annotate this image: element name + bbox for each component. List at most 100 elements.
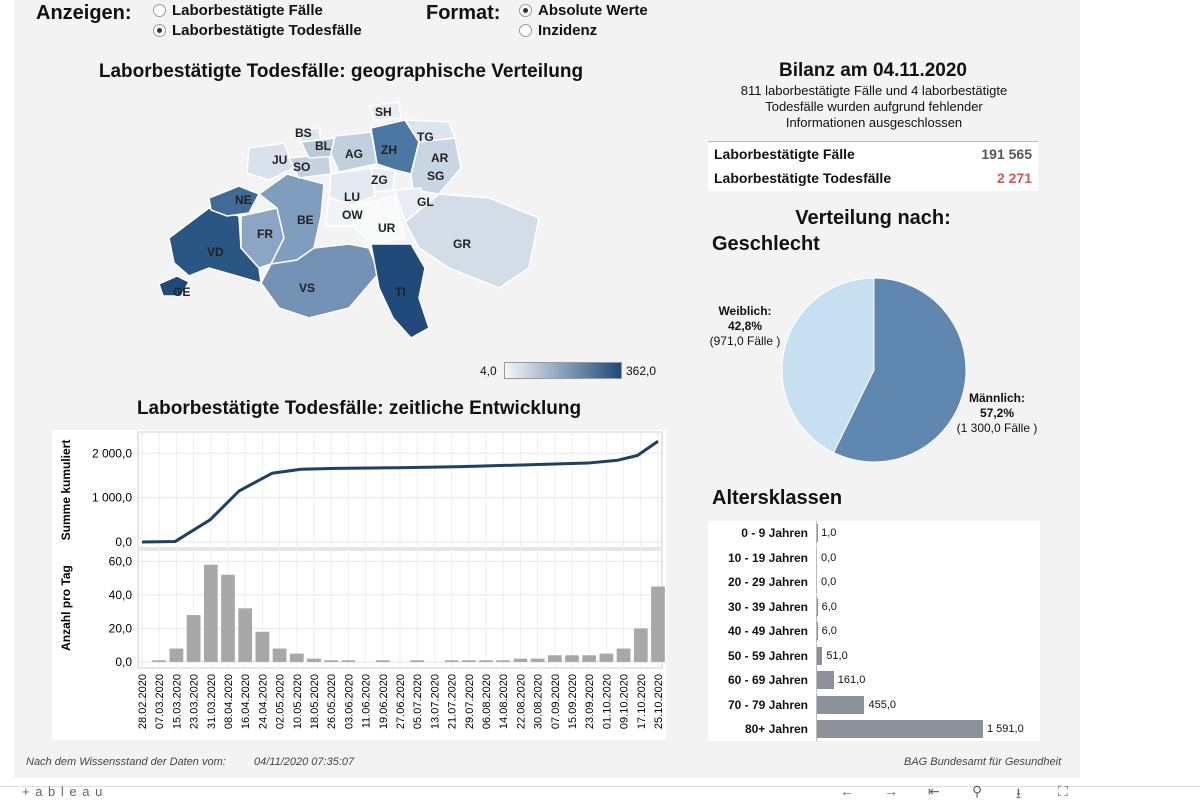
radio-dot-selected[interactable]: [153, 24, 166, 37]
radio-dot[interactable]: [153, 4, 166, 17]
radio-todesfaelle[interactable]: Laborbestätigte Todesfälle: [153, 20, 362, 40]
tableau-toolbar: + a b l e a u ← → ⇤ ⚲ ⭳ ⛶: [0, 786, 1200, 800]
daily-bar[interactable]: [152, 660, 166, 662]
daily-bar[interactable]: [256, 632, 270, 662]
daily-bar[interactable]: [324, 660, 338, 662]
daily-bar[interactable]: [531, 659, 545, 662]
radio-absolute[interactable]: Absolute Werte: [519, 0, 648, 20]
radio-dot-selected[interactable]: [519, 4, 532, 17]
daily-bar[interactable]: [273, 649, 287, 662]
x-tick-label: 31.03.2020: [206, 674, 218, 729]
label-VD: VD: [207, 245, 224, 259]
radio-inzidenz[interactable]: Inzidenz: [519, 20, 648, 40]
x-tick-label: 01.10.2020: [601, 674, 613, 729]
daily-bar[interactable]: [187, 615, 201, 662]
age-label: 60 - 69 Jahren: [708, 673, 816, 687]
daily-bar[interactable]: [170, 649, 184, 662]
y-tick-label: 40,0: [109, 588, 133, 602]
x-tick-label: 27.06.2020: [395, 674, 407, 729]
show-label: Anzeigen:: [36, 2, 132, 25]
label-LU: LU: [344, 190, 360, 204]
bilanz-row-todesfaelle: Laborbestätigte Todesfälle 2 271: [708, 166, 1038, 190]
legend-min: 4,0: [480, 364, 497, 378]
daily-bar[interactable]: [445, 660, 459, 662]
x-tick-label: 26.05.2020: [326, 674, 338, 729]
x-tick-label: 08.04.2020: [223, 674, 235, 729]
undo-icon[interactable]: ←: [840, 783, 854, 799]
daily-bar[interactable]: [651, 587, 665, 662]
daily-bar[interactable]: [342, 660, 356, 662]
age-bar[interactable]: [817, 720, 983, 738]
daily-bar[interactable]: [479, 660, 493, 662]
daily-bar[interactable]: [548, 655, 562, 662]
share-icon[interactable]: ⚲: [972, 783, 982, 800]
daily-bar[interactable]: [410, 660, 424, 662]
legend-max: 362,0: [626, 364, 656, 378]
legend-gradient: [504, 362, 622, 379]
daily-bar[interactable]: [634, 628, 648, 662]
daily-bar[interactable]: [307, 659, 321, 662]
daily-bar[interactable]: [496, 660, 510, 662]
download-icon[interactable]: ⭳: [1016, 783, 1021, 807]
x-tick-label: 17.10.2020: [636, 674, 648, 729]
revert-icon[interactable]: ⇤: [928, 783, 940, 800]
y-tick-label: 60,0: [109, 554, 133, 568]
age-label: 70 - 79 Jahren: [708, 698, 816, 712]
age-bar[interactable]: [817, 647, 822, 665]
daily-bar[interactable]: [204, 565, 218, 662]
female-label: Weiblich: 42,8% (971,0 Fälle ): [702, 304, 788, 349]
age-label: 40 - 49 Jahren: [708, 624, 816, 638]
daily-bar[interactable]: [600, 654, 614, 662]
canton-SG[interactable]: [411, 138, 461, 194]
x-tick-label: 15.03.2020: [171, 674, 183, 729]
age-bar[interactable]: [817, 671, 834, 689]
age-value: 0,0: [821, 552, 836, 564]
age-label: 20 - 29 Jahren: [708, 575, 816, 589]
x-tick-label: 25.10.2020: [653, 674, 665, 729]
footer-stand-value: 04/11/2020 07:35:07: [254, 756, 354, 768]
gender-pie: [774, 270, 974, 470]
x-tick-label: 06.08.2020: [481, 674, 493, 729]
radio-dot[interactable]: [519, 24, 532, 37]
daily-bar[interactable]: [617, 649, 631, 662]
daily-bar[interactable]: [238, 608, 252, 662]
swiss-map: SH BS BL TG AG ZH AR JU SO SG LU ZG NE G…: [149, 98, 549, 348]
bilanz-row-faelle: Laborbestätigte Fälle 191 565: [708, 142, 1038, 166]
age-bar[interactable]: [817, 696, 864, 714]
label-BE: BE: [297, 213, 314, 227]
daily-bar[interactable]: [376, 660, 390, 662]
x-tick-label: 10.05.2020: [292, 674, 304, 729]
radio-faelle[interactable]: Laborbestätigte Fälle: [153, 0, 362, 20]
age-bar[interactable]: [817, 598, 818, 616]
daily-bar[interactable]: [582, 655, 596, 662]
label-GE: GE: [173, 285, 190, 299]
show-radio-group: Laborbestätigte Fälle Laborbestätigte To…: [153, 0, 362, 40]
y-axis-label-cumulative: Summe kumuliert: [59, 440, 73, 541]
daily-bar[interactable]: [462, 660, 476, 662]
label-NE: NE: [235, 193, 252, 207]
label-TG: TG: [417, 130, 434, 144]
redo-icon[interactable]: →: [884, 783, 898, 799]
daily-bar[interactable]: [221, 575, 235, 662]
bilanz-title: Bilanz am 04.11.2020: [708, 60, 1038, 82]
y-tick-label: 20,0: [109, 621, 133, 635]
age-value: 455,0: [868, 699, 896, 711]
label-JU: JU: [272, 153, 287, 167]
x-tick-label: 22.08.2020: [515, 674, 527, 729]
bilanz-table: Laborbestätigte Fälle 191 565 Laborbestä…: [708, 141, 1038, 191]
daily-bar[interactable]: [514, 659, 528, 662]
age-bar[interactable]: [817, 622, 818, 640]
daily-bar[interactable]: [290, 654, 304, 662]
bilanz-note: 811 laborbestätigte Fälle und 4 laborbes…: [726, 83, 1022, 131]
format-label: Format:: [426, 2, 500, 25]
daily-bar[interactable]: [565, 655, 579, 662]
x-tick-label: 03.06.2020: [343, 674, 355, 729]
fullscreen-icon[interactable]: ⛶: [1058, 783, 1068, 800]
age-value: 1,0: [821, 527, 836, 539]
